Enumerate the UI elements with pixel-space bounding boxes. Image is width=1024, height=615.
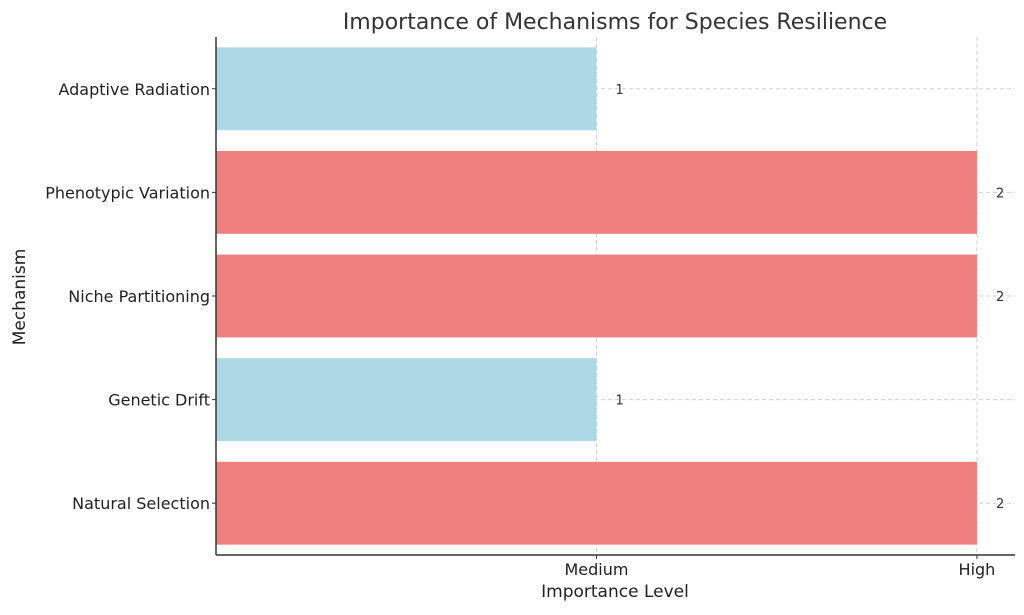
y-axis-label: Mechanism [10, 249, 30, 346]
y-tick-label: Genetic Drift [108, 391, 210, 410]
chart-title: Importance of Mechanisms for Species Res… [343, 10, 887, 35]
value-label: 2 [996, 290, 1004, 305]
x-axis-label: Importance Level [541, 582, 689, 602]
value-label: 2 [996, 497, 1004, 512]
y-tick-label: Niche Partitioning [68, 287, 210, 306]
y-tick-label: Natural Selection [72, 494, 210, 513]
y-tick-label: Phenotypic Variation [45, 183, 210, 202]
value-label: 2 [996, 186, 1004, 201]
axes [212, 37, 1015, 559]
bar [216, 461, 977, 545]
y-tick-label: Adaptive Radiation [58, 80, 210, 99]
bars [216, 47, 977, 545]
x-tick-label: Medium [564, 560, 628, 579]
bar [216, 358, 597, 442]
value-label: 1 [615, 83, 623, 98]
x-tick-label: High [959, 560, 996, 579]
bar [216, 150, 977, 234]
value-label: 1 [615, 394, 623, 409]
tick-and-value-labels: Adaptive Radiation 1 Phenotypic Variation 2… [45, 80, 1004, 579]
bar [216, 254, 977, 338]
bar [216, 47, 597, 131]
